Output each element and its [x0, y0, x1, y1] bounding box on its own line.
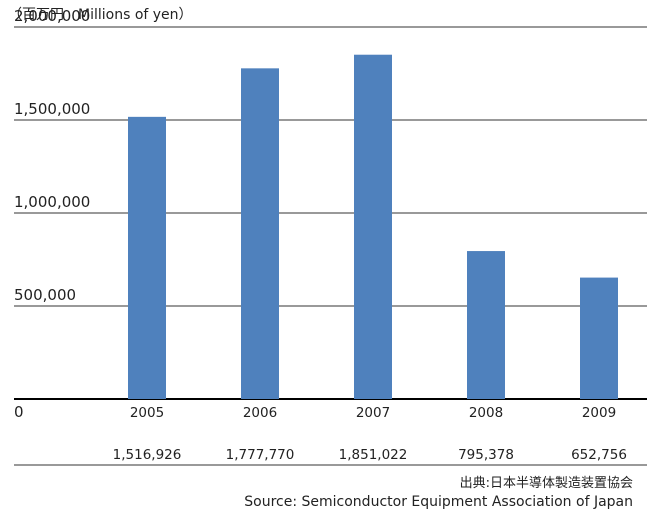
bars [128, 54, 618, 400]
value-label-2008: 795,378 [458, 447, 514, 463]
y-tick-label: 2,000,000 [14, 7, 90, 25]
y-tick-label: 1,500,000 [14, 100, 90, 118]
y-tick-label: 1,000,000 [14, 193, 90, 211]
y-tick-label: 500,000 [14, 286, 76, 304]
bar-2006 [241, 68, 279, 399]
value-label-2007: 1,851,022 [339, 447, 408, 463]
gridlines [14, 26, 647, 400]
x-axis-tick-labels: 2005 2006 2007 2008 2009 [130, 405, 616, 421]
x-tick-label: 2008 [469, 405, 503, 421]
source-english: Source: Semiconductor Equipment Associat… [244, 494, 633, 510]
bar-2007 [354, 54, 392, 400]
x-tick-label: 2005 [130, 405, 164, 421]
unit-label: （百万円 Millions of yen） [8, 7, 193, 23]
x-tick-label: 2009 [582, 405, 616, 421]
value-labels: 1,516,926 1,777,770 1,851,022 795,378 652,75… [113, 447, 627, 463]
x-tick-label: 2007 [356, 405, 390, 421]
bar-2008 [467, 251, 505, 399]
y-axis-tick-labels: 2,000,000 1,500,000 1,000,000 500,000 0 [14, 7, 90, 421]
source-japanese: 出典:日本半導体製造装置協会 [460, 476, 633, 491]
value-label-2009: 652,756 [571, 447, 627, 463]
x-tick-label: 2006 [243, 405, 277, 421]
bar-2009 [580, 277, 618, 399]
value-label-2006: 1,777,770 [226, 447, 295, 463]
y-tick-label: 0 [14, 403, 24, 421]
value-label-2005: 1,516,926 [113, 447, 182, 463]
bar-2005 [128, 116, 166, 400]
